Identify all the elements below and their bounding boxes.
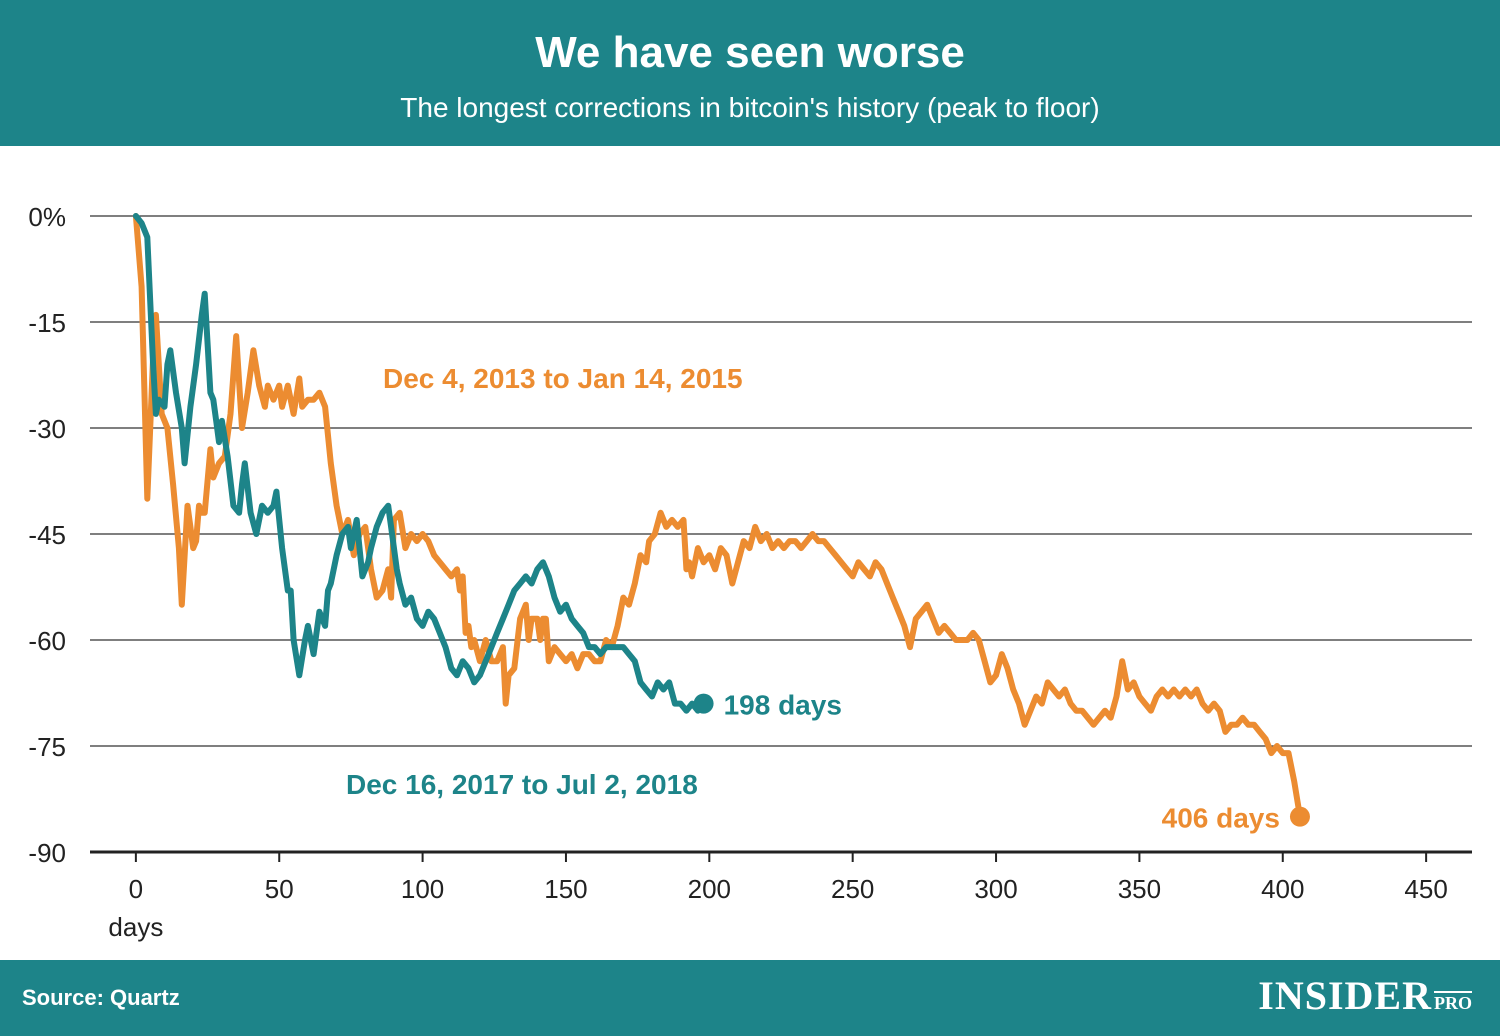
y-tick-label: 0% [28, 202, 66, 232]
logo-wordmark: INSIDER [1258, 973, 1432, 1018]
series-name-label: Dec 16, 2017 to Jul 2, 2018 [346, 769, 698, 800]
line-chart: 0% -15 -30 -45 -60 -75 -90 0 50 100 150 200 250 300 35… [28, 202, 1472, 942]
x-tick-label: 100 [401, 874, 444, 904]
series-end-dot [693, 693, 714, 714]
series-name-label: Dec 4, 2013 to Jan 14, 2015 [383, 363, 743, 394]
y-tick-label: -30 [28, 414, 66, 444]
source-credit: Source: Quartz [22, 985, 180, 1010]
header-band: We have seen worse The longest correctio… [0, 0, 1500, 146]
x-tick-label: 50 [265, 874, 294, 904]
footer-band: Source: Quartz INSIDER PRO [0, 960, 1500, 1036]
insider-pro-logo: INSIDER PRO [1258, 974, 1472, 1018]
chart-title: We have seen worse [535, 28, 965, 77]
chart-subtitle: The longest corrections in bitcoin's his… [400, 92, 1100, 123]
x-tick-label: 300 [974, 874, 1017, 904]
x-tick-label: 250 [831, 874, 874, 904]
x-tick-label: 400 [1261, 874, 1304, 904]
series-line [132, 213, 1303, 820]
x-tick-label: 450 [1404, 874, 1447, 904]
logo-pro-mark: PRO [1434, 991, 1472, 1013]
y-tick-label: -90 [28, 838, 66, 868]
y-tick-label: -75 [28, 732, 66, 762]
x-tick-label: 0 [129, 874, 143, 904]
x-tick-label: 200 [688, 874, 731, 904]
series-end-label: 406 days [1162, 803, 1280, 834]
x-tick-label: 350 [1118, 874, 1161, 904]
series-end-label: 198 days [724, 690, 842, 721]
series-line [132, 213, 707, 714]
x-tick-label: 150 [544, 874, 587, 904]
series-end-dot [1289, 806, 1310, 827]
y-tick-label: -15 [28, 308, 66, 338]
y-tick-label: -60 [28, 626, 66, 656]
y-tick-label: -45 [28, 520, 66, 550]
x-axis-label: days [108, 912, 163, 942]
